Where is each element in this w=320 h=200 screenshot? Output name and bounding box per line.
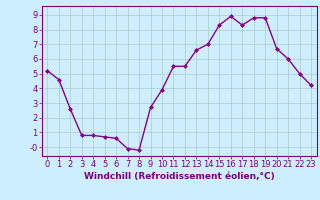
X-axis label: Windchill (Refroidissement éolien,°C): Windchill (Refroidissement éolien,°C) xyxy=(84,172,275,181)
